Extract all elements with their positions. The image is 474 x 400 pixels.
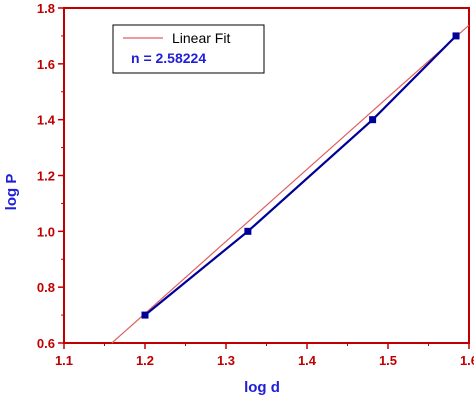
data-point-marker [141, 311, 149, 319]
x-tick-label: 1.1 [55, 353, 73, 368]
y-tick-label: 0.6 [37, 336, 55, 351]
y-axis-title: log P [3, 174, 20, 211]
y-tick-label: 1.2 [37, 169, 55, 184]
x-tick-label: 1.2 [136, 353, 154, 368]
legend-box [112, 24, 265, 74]
x-tick-label: 1.3 [217, 353, 235, 368]
data-point-marker [369, 116, 377, 124]
y-tick-label: 1.4 [37, 113, 56, 128]
x-tick-label: 1.4 [298, 353, 317, 368]
plot-area [63, 7, 470, 344]
data-point-marker [452, 32, 460, 40]
linear-fit-line [111, 24, 470, 344]
y-tick-label: 1.0 [37, 224, 55, 239]
legend: Linear Fit n = 2.58224 [112, 24, 265, 74]
slope-annotation: n = 2.58224 [131, 50, 206, 66]
chart-marks [111, 24, 470, 344]
data-series-line [144, 35, 457, 316]
x-axis-title: log d [244, 379, 280, 396]
x-tick-label: 1.5 [379, 353, 397, 368]
data-point-marker [244, 227, 252, 235]
x-tick-label: 1.6 [460, 353, 474, 368]
axis-ticks: 1.1 1.2 1.3 1.4 1.5 1.6 0.6 0.8 1.0 1.2 1.4 1.6 1.8 [37, 1, 474, 368]
y-tick-label: 1.6 [37, 57, 55, 72]
y-tick-label: 1.8 [37, 1, 55, 16]
axis-frame [63, 7, 470, 344]
y-tick-label: 0.8 [37, 280, 55, 295]
legend-label-linear-fit: Linear Fit [172, 30, 230, 46]
